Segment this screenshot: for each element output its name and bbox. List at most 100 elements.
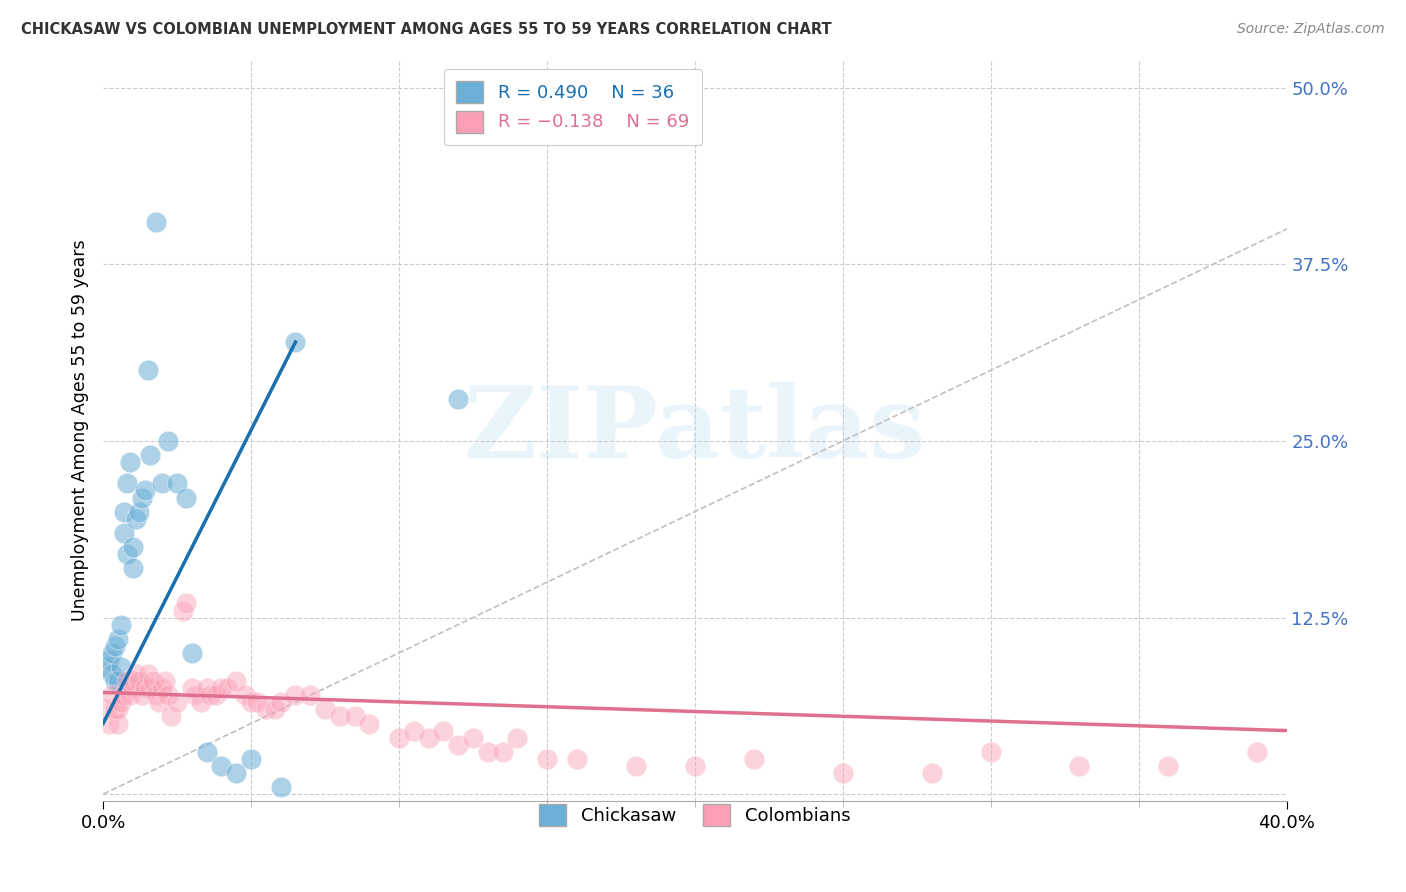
Point	[284, 335, 307, 350]
Point	[160, 709, 183, 723]
Point	[172, 603, 194, 617]
Point	[104, 702, 127, 716]
Point	[1157, 759, 1180, 773]
Point	[831, 766, 853, 780]
Point	[107, 632, 129, 646]
Point	[157, 434, 180, 448]
Point	[240, 695, 263, 709]
Point	[195, 745, 218, 759]
Point	[565, 752, 588, 766]
Point	[121, 561, 143, 575]
Point	[284, 688, 307, 702]
Point	[107, 674, 129, 689]
Point	[128, 505, 150, 519]
Point	[134, 483, 156, 498]
Point	[536, 752, 558, 766]
Point	[180, 646, 202, 660]
Point	[124, 667, 146, 681]
Point	[418, 731, 440, 745]
Point	[150, 681, 173, 696]
Point	[145, 215, 167, 229]
Point	[94, 660, 117, 674]
Point	[139, 448, 162, 462]
Point	[343, 709, 366, 723]
Text: ZIPatlas: ZIPatlas	[464, 382, 927, 479]
Point	[624, 759, 647, 773]
Point	[98, 716, 121, 731]
Point	[225, 674, 247, 689]
Point	[506, 731, 529, 745]
Point	[121, 681, 143, 696]
Point	[136, 363, 159, 377]
Point	[225, 766, 247, 780]
Point	[980, 745, 1002, 759]
Point	[174, 597, 197, 611]
Point	[107, 716, 129, 731]
Point	[270, 780, 292, 794]
Point	[115, 547, 138, 561]
Point	[104, 639, 127, 653]
Point	[145, 688, 167, 702]
Point	[217, 681, 239, 696]
Point	[211, 681, 233, 696]
Point	[683, 759, 706, 773]
Point	[240, 752, 263, 766]
Point	[402, 723, 425, 738]
Point	[314, 702, 336, 716]
Point	[131, 688, 153, 702]
Point	[112, 505, 135, 519]
Point	[148, 695, 170, 709]
Point	[477, 745, 499, 759]
Point	[142, 674, 165, 689]
Point	[447, 738, 470, 752]
Point	[104, 674, 127, 689]
Text: CHICKASAW VS COLOMBIAN UNEMPLOYMENT AMONG AGES 55 TO 59 YEARS CORRELATION CHART: CHICKASAW VS COLOMBIAN UNEMPLOYMENT AMON…	[21, 22, 832, 37]
Point	[121, 540, 143, 554]
Point	[204, 688, 226, 702]
Point	[1246, 745, 1268, 759]
Point	[742, 752, 765, 766]
Point	[211, 759, 233, 773]
Legend: Chickasaw, Colombians: Chickasaw, Colombians	[531, 797, 858, 833]
Point	[195, 681, 218, 696]
Point	[110, 617, 132, 632]
Point	[359, 716, 381, 731]
Point	[110, 660, 132, 674]
Point	[121, 674, 143, 689]
Point	[166, 695, 188, 709]
Point	[180, 681, 202, 696]
Point	[246, 695, 269, 709]
Point	[139, 681, 162, 696]
Point	[112, 688, 135, 702]
Point	[136, 667, 159, 681]
Point	[128, 674, 150, 689]
Point	[107, 702, 129, 716]
Point	[190, 695, 212, 709]
Point	[1069, 759, 1091, 773]
Point	[115, 674, 138, 689]
Point	[134, 681, 156, 696]
Point	[166, 476, 188, 491]
Point	[157, 688, 180, 702]
Point	[491, 745, 513, 759]
Point	[115, 476, 138, 491]
Point	[131, 491, 153, 505]
Y-axis label: Unemployment Among Ages 55 to 59 years: Unemployment Among Ages 55 to 59 years	[72, 240, 89, 621]
Point	[174, 491, 197, 505]
Point	[388, 731, 411, 745]
Point	[101, 646, 124, 660]
Point	[155, 674, 177, 689]
Point	[98, 653, 121, 667]
Point	[124, 511, 146, 525]
Point	[112, 525, 135, 540]
Point	[299, 688, 322, 702]
Point	[101, 688, 124, 702]
Point	[461, 731, 484, 745]
Point	[118, 688, 141, 702]
Point	[198, 688, 221, 702]
Point	[94, 702, 117, 716]
Point	[118, 455, 141, 469]
Point	[101, 667, 124, 681]
Point	[233, 688, 256, 702]
Point	[150, 476, 173, 491]
